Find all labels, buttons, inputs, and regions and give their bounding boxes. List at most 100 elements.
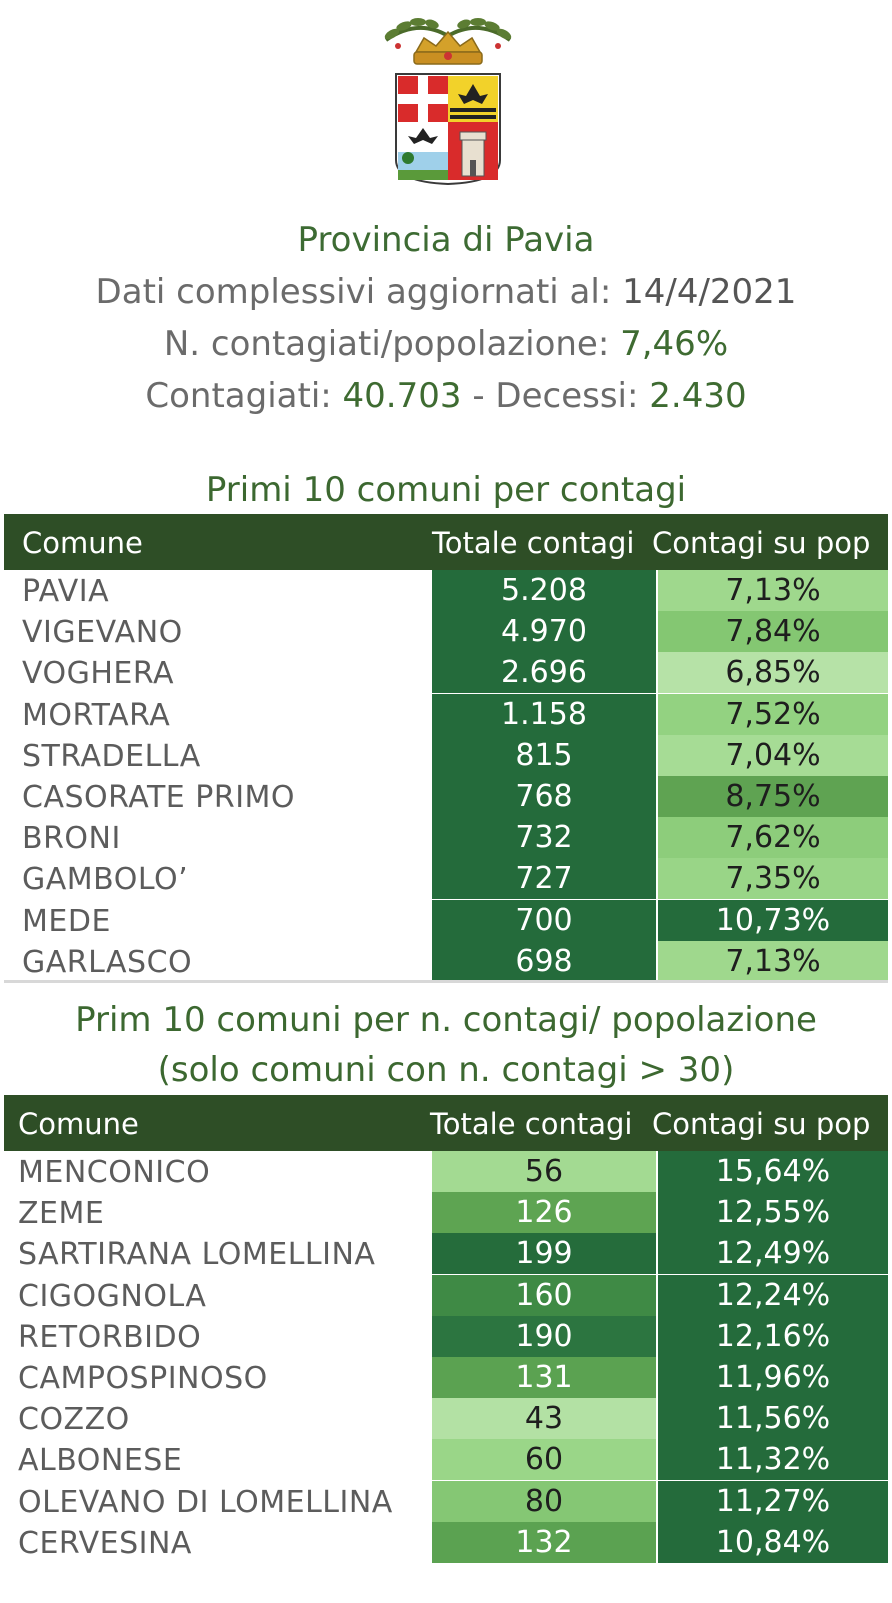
table-row: COZZO 43 11,56%: [4, 1398, 888, 1440]
cell-comune: SARTIRANA LOMELLINA: [18, 1237, 376, 1273]
update-label: Dati complessivi aggiornati al:: [95, 272, 612, 312]
table-row: VIGEVANO 4.970 7,84%: [4, 611, 888, 653]
table-row: CERVESINA 132 10,84%: [4, 1521, 888, 1564]
cell-contagi-su-pop: 7,13%: [658, 940, 888, 982]
table-row: MENCONICO 56 15,64%: [4, 1151, 888, 1193]
deaths-label: Decessi:: [495, 376, 639, 416]
cell-contagi-su-pop: 11,96%: [658, 1357, 888, 1398]
provincia-coat-of-arms-logo: [384, 18, 512, 186]
table-row: GAMBOLO’ 727 7,35%: [4, 858, 888, 900]
cell-totale-contagi: 700: [432, 899, 656, 941]
col-header-pct: Contagi su pop: [652, 526, 871, 560]
cell-contagi-su-pop: 12,16%: [658, 1315, 888, 1357]
cell-totale-contagi: 131: [432, 1357, 656, 1398]
table-row: SARTIRANA LOMELLINA 199 12,49%: [4, 1233, 888, 1275]
cell-comune: STRADELLA: [22, 738, 201, 774]
cell-comune: CAMPOSPINOSO: [18, 1361, 268, 1396]
deaths-value: 2.430: [649, 376, 747, 416]
cell-comune: GAMBOLO’: [22, 862, 189, 898]
table-row: VOGHERA 2.696 6,85%: [4, 652, 888, 694]
table-divider: [4, 980, 888, 983]
cell-contagi-su-pop: 12,49%: [658, 1233, 888, 1275]
cell-contagi-su-pop: 7,52%: [658, 693, 888, 735]
cell-comune: CERVESINA: [18, 1525, 192, 1561]
cell-totale-contagi: 1.158: [432, 693, 656, 735]
table2-title-line1: Prim 10 comuni per n. contagi/ popolazio…: [75, 1000, 817, 1040]
table-row: CAMPOSPINOSO 131 11,96%: [4, 1357, 888, 1399]
ratio-label: N. contagiati/popolazione:: [163, 324, 610, 364]
table-header: Comune Totale contagi Contagi su pop: [4, 1095, 888, 1151]
cell-comune: MENCONICO: [18, 1155, 211, 1190]
table-row: ALBONESE 60 11,32%: [4, 1439, 888, 1481]
cell-totale-contagi: 160: [432, 1274, 656, 1316]
cell-contagi-su-pop: 11,56%: [658, 1398, 888, 1440]
cell-totale-contagi: 190: [432, 1315, 656, 1357]
cell-totale-contagi: 698: [432, 940, 656, 982]
cell-totale-contagi: 5.208: [432, 570, 656, 611]
cell-totale-contagi: 815: [432, 734, 656, 776]
cell-totale-contagi: 80: [432, 1480, 656, 1522]
cell-totale-contagi: 732: [432, 817, 656, 859]
table-header: Comune Totale contagi Contagi su pop: [4, 514, 888, 570]
cell-comune: PAVIA: [22, 574, 110, 609]
cell-totale-contagi: 56: [432, 1151, 656, 1192]
table2-title-line2: (solo comuni con n. contagi > 30): [157, 1050, 735, 1090]
cell-comune: ZEME: [18, 1196, 105, 1232]
cell-comune: RETORBIDO: [18, 1319, 202, 1355]
top-ratio-table: Comune Totale contagi Contagi su pop MEN…: [4, 1095, 888, 1565]
table-row: STRADELLA 815 7,04%: [4, 734, 888, 777]
cell-comune: OLEVANO DI LOMELLINA: [18, 1484, 393, 1520]
cell-contagi-su-pop: 7,84%: [658, 611, 888, 653]
table-row: CIGOGNOLA 160 12,24%: [4, 1274, 888, 1317]
cell-totale-contagi: 199: [432, 1233, 656, 1275]
update-date: 14/4/2021: [622, 272, 797, 312]
col-header-comune: Comune: [22, 526, 143, 560]
ratio-line: N. contagiati/popolazione: 7,46%: [0, 318, 892, 370]
cell-contagi-su-pop: 10,73%: [658, 899, 888, 941]
cell-totale-contagi: 126: [432, 1192, 656, 1234]
cell-totale-contagi: 4.970: [432, 611, 656, 653]
table-row: GARLASCO 698 7,13%: [4, 940, 888, 983]
cell-contagi-su-pop: 6,85%: [658, 652, 888, 694]
table-row: OLEVANO DI LOMELLINA 80 11,27%: [4, 1480, 888, 1523]
cell-contagi-su-pop: 11,27%: [658, 1480, 888, 1522]
cell-contagi-su-pop: 12,24%: [658, 1274, 888, 1316]
cell-contagi-su-pop: 11,32%: [658, 1439, 888, 1481]
table-row: PAVIA 5.208 7,13%: [4, 570, 888, 612]
cell-comune: BRONI: [22, 821, 121, 857]
cell-totale-contagi: 2.696: [432, 652, 656, 694]
cell-totale-contagi: 132: [432, 1521, 656, 1563]
infected-label: Contagiati:: [145, 376, 332, 416]
ratio-value: 7,46%: [620, 324, 729, 364]
cell-contagi-su-pop: 7,04%: [658, 734, 888, 776]
table-row: ZEME 126 12,55%: [4, 1192, 888, 1234]
cell-totale-contagi: 43: [432, 1398, 656, 1440]
cell-contagi-su-pop: 7,62%: [658, 817, 888, 859]
cell-contagi-su-pop: 10,84%: [658, 1521, 888, 1563]
col-header-totale: Totale contagi: [430, 1107, 633, 1141]
table-row: MEDE 700 10,73%: [4, 899, 888, 942]
cell-comune: MORTARA: [22, 697, 171, 733]
table-row: BRONI 732 7,62%: [4, 817, 888, 859]
totals-separator: -: [472, 376, 485, 416]
table-row: MORTARA 1.158 7,52%: [4, 693, 888, 736]
update-line: Dati complessivi aggiornati al: 14/4/202…: [0, 266, 892, 318]
cell-comune: VIGEVANO: [22, 615, 183, 651]
cell-contagi-su-pop: 12,55%: [658, 1192, 888, 1234]
cell-comune: COZZO: [18, 1402, 130, 1438]
col-header-comune: Comune: [18, 1107, 139, 1141]
col-header-pct: Contagi su pop: [652, 1107, 871, 1141]
cell-contagi-su-pop: 8,75%: [658, 776, 888, 817]
col-header-totale: Totale contagi: [432, 526, 635, 560]
cell-contagi-su-pop: 7,35%: [658, 858, 888, 900]
top-contagi-table: Comune Totale contagi Contagi su pop PAV…: [4, 514, 888, 984]
cell-comune: CASORATE PRIMO: [22, 780, 296, 815]
page-title: Provincia di Pavia: [297, 220, 595, 260]
table1-title: Primi 10 comuni per contagi: [205, 470, 687, 510]
cell-comune: ALBONESE: [18, 1443, 183, 1479]
cell-totale-contagi: 727: [432, 858, 656, 900]
infected-value: 40.703: [342, 376, 462, 416]
totals-line: Contagiati: 40.703 - Decessi: 2.430: [0, 370, 892, 422]
cell-contagi-su-pop: 7,13%: [658, 570, 888, 611]
table-row: RETORBIDO 190 12,16%: [4, 1315, 888, 1358]
